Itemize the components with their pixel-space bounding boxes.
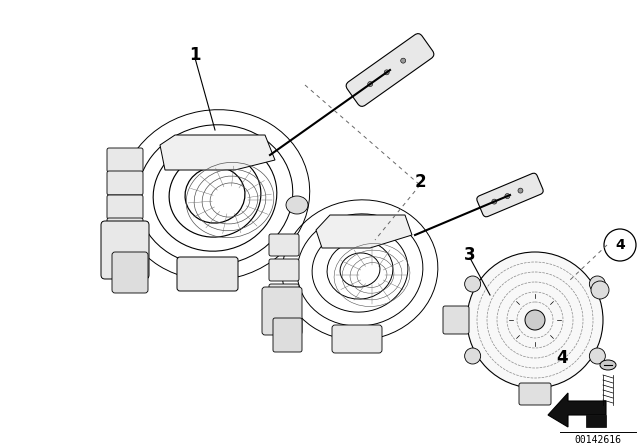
FancyBboxPatch shape bbox=[332, 325, 382, 353]
FancyBboxPatch shape bbox=[107, 171, 143, 195]
Circle shape bbox=[465, 276, 481, 292]
FancyBboxPatch shape bbox=[269, 284, 299, 306]
FancyBboxPatch shape bbox=[107, 218, 143, 242]
FancyBboxPatch shape bbox=[101, 221, 149, 279]
Circle shape bbox=[518, 188, 523, 193]
FancyBboxPatch shape bbox=[269, 259, 299, 281]
FancyBboxPatch shape bbox=[269, 234, 299, 256]
Text: 2: 2 bbox=[414, 173, 426, 191]
Circle shape bbox=[401, 58, 406, 63]
Circle shape bbox=[525, 310, 545, 330]
FancyBboxPatch shape bbox=[346, 34, 434, 107]
Circle shape bbox=[368, 82, 372, 86]
Text: 4: 4 bbox=[615, 238, 625, 252]
Circle shape bbox=[384, 70, 389, 75]
Polygon shape bbox=[548, 393, 606, 427]
FancyBboxPatch shape bbox=[477, 173, 543, 217]
FancyBboxPatch shape bbox=[273, 318, 302, 352]
Polygon shape bbox=[316, 215, 412, 248]
Polygon shape bbox=[160, 135, 275, 170]
Circle shape bbox=[589, 276, 605, 292]
Ellipse shape bbox=[286, 196, 308, 214]
Text: 1: 1 bbox=[189, 46, 201, 64]
FancyBboxPatch shape bbox=[107, 148, 143, 172]
FancyBboxPatch shape bbox=[107, 195, 143, 219]
Text: 00142616: 00142616 bbox=[575, 435, 621, 445]
FancyBboxPatch shape bbox=[519, 383, 551, 405]
Circle shape bbox=[467, 252, 603, 388]
Circle shape bbox=[589, 348, 605, 364]
FancyBboxPatch shape bbox=[112, 252, 148, 293]
FancyBboxPatch shape bbox=[443, 306, 469, 334]
Circle shape bbox=[505, 194, 510, 198]
FancyBboxPatch shape bbox=[262, 287, 302, 335]
FancyBboxPatch shape bbox=[177, 257, 238, 291]
Text: 4: 4 bbox=[556, 349, 568, 367]
Polygon shape bbox=[586, 415, 606, 427]
Circle shape bbox=[591, 281, 609, 299]
Circle shape bbox=[492, 199, 497, 204]
Text: 3: 3 bbox=[464, 246, 476, 264]
Circle shape bbox=[465, 348, 481, 364]
Ellipse shape bbox=[600, 360, 616, 370]
